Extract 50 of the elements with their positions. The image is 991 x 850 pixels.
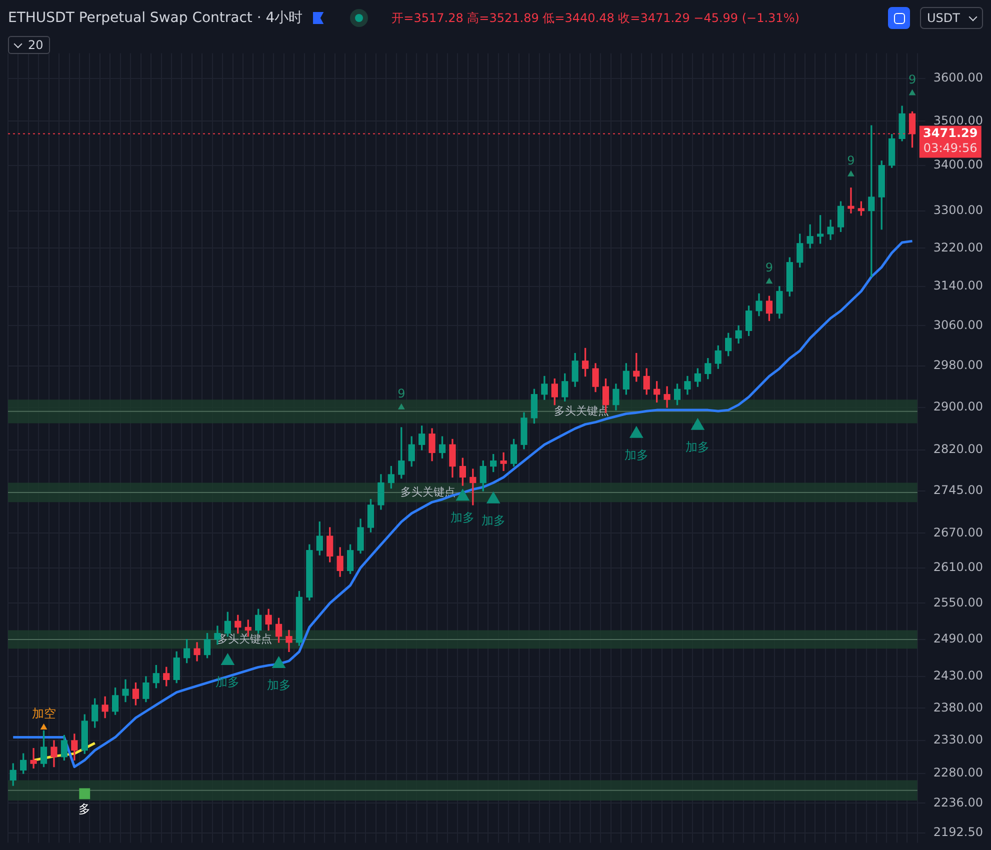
point [456, 489, 470, 501]
point [909, 90, 916, 96]
text: 加多 [686, 440, 710, 454]
y-tick-label: 3400.00 [933, 157, 983, 172]
text: 加多 [624, 448, 648, 462]
text: 9 [847, 153, 855, 168]
y-tick-label: 2745.00 [933, 483, 983, 498]
y-tick-label: 2430.00 [933, 668, 983, 683]
text: 加多 [450, 510, 475, 525]
ref-line-label: 3471.29 [923, 126, 978, 140]
y-tick-label: 3220.00 [933, 240, 983, 254]
point [766, 278, 772, 284]
y-tick-label: 2236.00 [933, 795, 983, 810]
text: 03:49:56 [923, 140, 978, 155]
y-tick-label: 3500.00 [933, 113, 983, 128]
y-tick-label: 2980.00 [933, 358, 983, 372]
chart-subtitle: 开=3517.28 高=3521.89 低=3440.48 收=3471.29 −45.99 (−1.31%) [392, 10, 800, 26]
text: 9 [908, 72, 916, 86]
series-label: 加空 [32, 706, 56, 721]
point [848, 170, 854, 176]
point [486, 492, 500, 504]
point [221, 653, 234, 665]
y-tick-label: 2900.00 [933, 400, 983, 414]
point [272, 656, 286, 668]
y-tick-label: 3140.00 [933, 278, 983, 293]
y-tick-label: 3300.00 [933, 202, 983, 217]
text: 加多 [481, 513, 506, 528]
y-tick-label: 2490.00 [933, 632, 983, 646]
point [691, 418, 704, 430]
y-tick-label: 2550.00 [933, 595, 983, 610]
chart-title: ETHUSDT Perpetual Swap Contract · 4小时 [8, 9, 303, 27]
y-tick-label: 2280.00 [933, 766, 983, 780]
point [398, 404, 404, 410]
series-label: 9 [765, 260, 774, 275]
y-tick-label: 2192.50 [933, 825, 983, 840]
point [630, 426, 643, 438]
point [40, 724, 47, 730]
y-tick-label: 2380.00 [933, 700, 983, 714]
text: USDT [927, 11, 960, 25]
y-tick-label: 2670.00 [933, 525, 983, 540]
y-tick-label: 3600.00 [933, 70, 983, 84]
text: 加多 [266, 678, 291, 692]
series-label: 加多 [216, 675, 240, 690]
y-tick-label: 2330.00 [933, 732, 983, 747]
series-label: 多 [78, 802, 91, 816]
y-tick-label: 2610.00 [933, 560, 983, 574]
y-tick-label: 3060.00 [933, 318, 983, 332]
y-tick-label: 2820.00 [933, 442, 983, 456]
text: 20 [28, 38, 44, 52]
text: 9 [398, 386, 406, 401]
